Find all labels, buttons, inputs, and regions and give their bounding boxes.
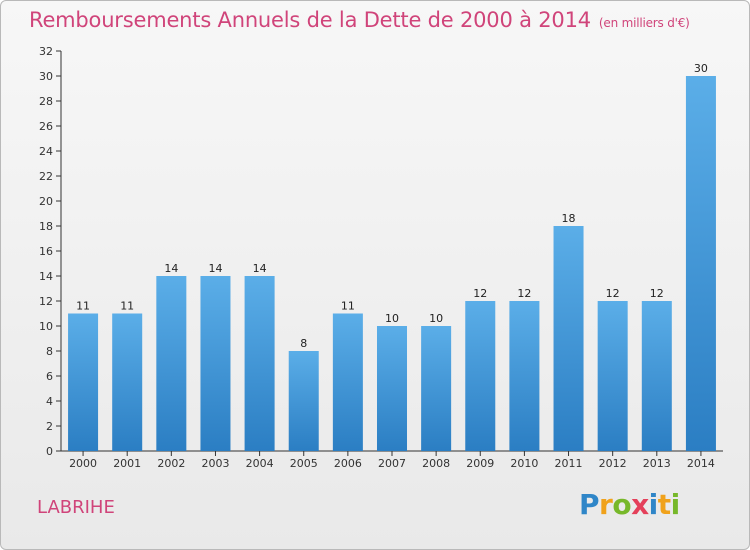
chart-title: Remboursements Annuels de la Dette de 20…	[29, 8, 690, 32]
bar-value-label: 14	[208, 262, 222, 275]
y-tick-label: 0	[46, 445, 53, 458]
x-tick-label: 2013	[643, 457, 671, 470]
y-tick-label: 16	[39, 245, 53, 258]
bar-value-label: 14	[164, 262, 178, 275]
x-tick-label: 2002	[157, 457, 185, 470]
y-tick-label: 12	[39, 295, 53, 308]
y-tick-label: 24	[39, 145, 53, 158]
y-tick-label: 26	[39, 120, 53, 133]
y-tick-label: 2	[46, 420, 53, 433]
bar-value-label: 8	[300, 337, 307, 350]
bar	[288, 351, 319, 451]
logo-letter: P	[579, 488, 600, 521]
bar-value-label: 11	[120, 300, 134, 313]
bar	[68, 313, 99, 451]
x-tick-label: 2011	[555, 457, 583, 470]
x-tick-label: 2003	[201, 457, 229, 470]
bar	[244, 276, 275, 451]
bar	[685, 76, 716, 451]
bar-value-label: 10	[429, 312, 443, 325]
logo-letter: o	[612, 488, 632, 521]
bar	[465, 301, 496, 451]
bar-value-label: 14	[253, 262, 267, 275]
y-tick-label: 8	[46, 345, 53, 358]
y-tick-label: 4	[46, 395, 53, 408]
x-axis: 2000 2001 2002 2003 2004 2005 2006 2007 2008 2009…	[61, 450, 723, 470]
bar	[376, 326, 408, 451]
bar-value-label: 11	[341, 300, 355, 313]
bar-value-label: 12	[606, 287, 620, 300]
bar-value-label: 18	[562, 212, 576, 225]
y-tick-label: 28	[39, 95, 53, 108]
bar-value-label: 12	[650, 287, 664, 300]
bars	[68, 76, 716, 451]
logo-letter: t	[657, 488, 671, 521]
x-tick-label: 2010	[510, 457, 538, 470]
y-tick-label: 10	[39, 320, 53, 333]
logo-letter: r	[599, 488, 613, 521]
bar	[200, 276, 231, 451]
bar	[332, 313, 363, 451]
data-labels: 11 11 14 14 14 8 11 10 10 12 12 18 12 12 30	[76, 62, 708, 350]
x-tick-label: 2000	[69, 457, 97, 470]
y-tick-label: 6	[46, 370, 53, 383]
bar	[553, 226, 584, 451]
y-tick-label: 14	[39, 270, 53, 283]
commune-name: LABRIHE	[37, 497, 115, 518]
x-tick-label: 2007	[378, 457, 406, 470]
bar-value-label: 12	[473, 287, 487, 300]
x-tick-label: 2014	[687, 457, 715, 470]
x-tick-label: 2005	[290, 457, 318, 470]
x-tick-label: 2004	[246, 457, 274, 470]
x-tick-label: 2012	[599, 457, 627, 470]
chart-subtitle: (en milliers d'€)	[598, 16, 690, 30]
y-tick-label: 20	[39, 195, 53, 208]
bar	[509, 301, 540, 451]
bar-value-label: 11	[76, 300, 90, 313]
bar	[641, 301, 672, 451]
chart-title-text: Remboursements Annuels de la Dette de 20…	[29, 8, 591, 32]
x-tick-label: 2001	[113, 457, 141, 470]
proxiti-logo: Proxiti	[579, 488, 680, 521]
x-tick-label: 2009	[466, 457, 494, 470]
x-tick-label: 2008	[422, 457, 450, 470]
bar	[156, 276, 187, 451]
bar-value-label: 10	[385, 312, 399, 325]
bar	[421, 326, 452, 451]
bar-value-label: 12	[517, 287, 531, 300]
x-tick-label: 2006	[334, 457, 362, 470]
y-tick-label: 18	[39, 220, 53, 233]
bar	[597, 301, 628, 451]
logo-letter: i	[648, 488, 659, 521]
bar-value-label: 30	[694, 62, 708, 75]
logo-letter: x	[631, 488, 649, 521]
y-tick-label: 22	[39, 170, 53, 183]
logo-letter: i	[670, 488, 681, 521]
y-tick-label: 30	[39, 70, 53, 83]
bar	[112, 313, 143, 451]
y-tick-label: 32	[39, 45, 53, 58]
